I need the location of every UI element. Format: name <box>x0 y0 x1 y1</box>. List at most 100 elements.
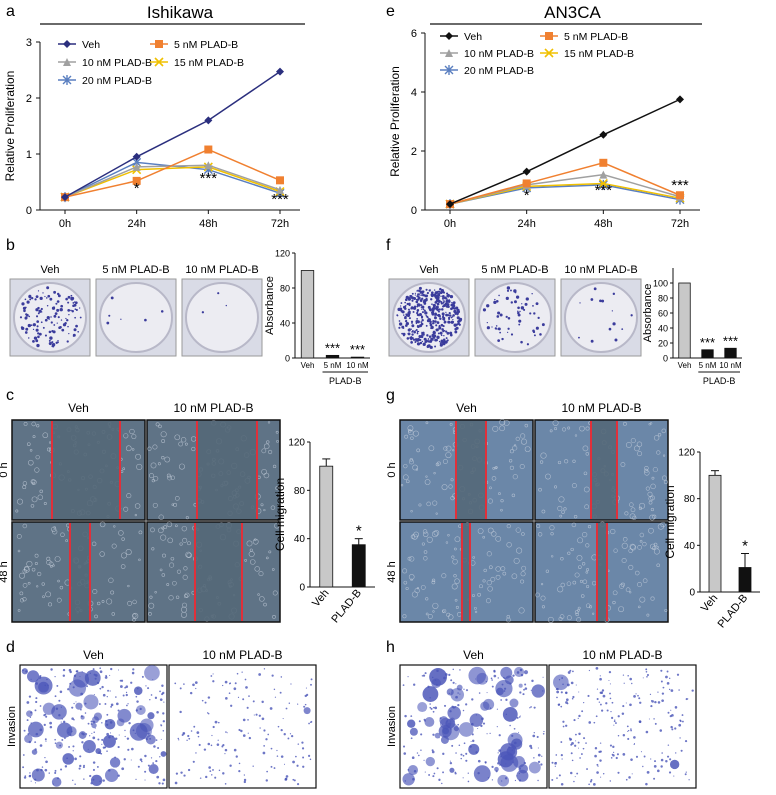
colony-dot <box>32 328 35 331</box>
invaded-cell <box>684 773 687 776</box>
invaded-cell <box>617 735 620 737</box>
colony-dot <box>520 306 525 310</box>
legend-swatch-marker <box>445 32 453 40</box>
invaded-cell <box>187 734 190 738</box>
invaded-cell <box>265 738 268 741</box>
colony-dot <box>501 337 504 341</box>
invaded-cell <box>577 717 579 719</box>
y-axis-label: Relative Proliferation <box>3 71 17 182</box>
invaded-cell <box>611 716 614 719</box>
cell-cluster <box>83 694 99 710</box>
cell-texture <box>405 586 409 591</box>
cell-texture <box>582 579 588 584</box>
cell-texture <box>422 529 428 534</box>
colony-dot <box>400 305 402 307</box>
invaded-cell <box>131 747 134 751</box>
cell-texture <box>42 432 49 439</box>
invaded-cell <box>179 687 182 690</box>
image-column-label: Veh <box>456 401 477 415</box>
invaded-cell <box>617 771 620 774</box>
invaded-cell <box>84 712 87 714</box>
panel-label-b: b <box>6 237 15 254</box>
cell-texture <box>404 434 409 439</box>
colony-dot <box>41 311 43 313</box>
legend-label: 20 nM PLAD-B <box>82 75 152 87</box>
invaded-cell <box>659 729 663 732</box>
invaded-cell <box>570 681 574 685</box>
bar <box>738 567 752 593</box>
cell-cluster <box>439 717 452 730</box>
invaded-cell <box>622 674 625 676</box>
colony-dot <box>44 334 48 337</box>
cell-texture <box>433 530 440 536</box>
invaded-cell <box>101 743 103 745</box>
cell-texture <box>474 606 477 610</box>
invaded-cell <box>48 772 50 774</box>
invaded-cell <box>243 774 246 776</box>
cell-texture <box>270 505 276 510</box>
cell-cluster <box>417 702 428 713</box>
invaded-cell <box>454 771 456 774</box>
cell-texture <box>656 546 659 549</box>
cell-texture <box>634 570 640 576</box>
cell-texture <box>413 531 420 538</box>
invaded-cell <box>196 731 200 734</box>
colony-dot <box>73 328 77 332</box>
invaded-cell <box>542 676 544 678</box>
y-tick-label: 20 <box>658 339 668 349</box>
colony-dot <box>408 303 411 307</box>
invaded-cell <box>575 733 577 736</box>
invaded-cell <box>578 691 580 693</box>
colony-dot <box>436 335 440 339</box>
cell-texture <box>120 552 127 559</box>
invaded-cell <box>154 696 158 699</box>
colony-dot <box>432 331 436 335</box>
invaded-cell <box>177 737 180 740</box>
colony-dot <box>441 294 445 298</box>
cell-texture <box>576 617 582 623</box>
invaded-cell <box>238 770 241 773</box>
colony-dot <box>417 297 420 300</box>
significance-mark: *** <box>723 333 738 348</box>
invaded-cell <box>608 680 610 682</box>
invaded-cell <box>670 709 672 711</box>
invaded-cell <box>162 720 165 723</box>
colony-dot <box>447 293 450 297</box>
colony-dot <box>452 314 455 317</box>
invaded-cell <box>135 778 137 781</box>
colony-dot <box>75 308 78 312</box>
invaded-cell <box>242 718 246 722</box>
invaded-cell <box>229 764 232 767</box>
colony-dot <box>225 304 227 307</box>
cell-texture <box>92 588 98 595</box>
invaded-cell <box>265 779 268 782</box>
cell-texture <box>583 486 590 493</box>
cell-texture <box>427 614 433 619</box>
cell-texture <box>176 569 182 574</box>
colony-dot <box>61 328 65 332</box>
colony-dot <box>423 302 427 305</box>
invaded-cell <box>590 779 593 781</box>
colony-dot <box>411 324 415 328</box>
series-line <box>64 166 281 198</box>
colony-plates-an3ca: Veh 5 nM PLAD-B 10 nM PLAD-B <box>388 264 642 357</box>
invaded-cell <box>308 722 310 725</box>
invaded-cell <box>54 695 57 698</box>
colony-dot <box>418 335 422 339</box>
invaded-cell <box>110 703 114 707</box>
cell-texture <box>571 483 577 489</box>
cell-texture <box>451 555 455 559</box>
cell-cluster <box>31 768 45 782</box>
colony-dot <box>507 316 511 320</box>
colony-dot <box>429 289 431 291</box>
colony-dot <box>42 326 45 329</box>
invaded-cell <box>99 687 102 690</box>
invaded-cell <box>470 741 472 743</box>
invaded-cell <box>218 769 221 772</box>
legend-label: 15 nM PLAD-B <box>174 57 244 69</box>
significance-mark: *** <box>325 340 340 355</box>
y-tick-label: 80 <box>684 494 696 505</box>
invaded-cell <box>54 676 56 678</box>
colony-dot <box>630 314 633 317</box>
invaded-cell <box>674 706 678 709</box>
